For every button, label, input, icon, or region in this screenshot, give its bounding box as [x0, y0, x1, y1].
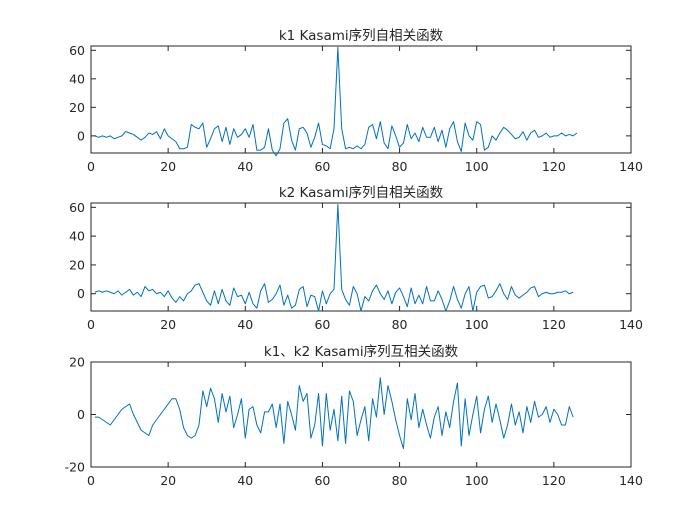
- y-tick-label: 0: [77, 286, 85, 301]
- x-tick-label: 80: [392, 317, 408, 332]
- x-tick-label: 120: [542, 317, 566, 332]
- subplot-2: 0 20 40 60 80 100 120 140 0 20 40 60 k2 Kasami序列自相关函…: [69, 185, 643, 332]
- y-tick-label: 60: [69, 43, 85, 58]
- axes-box: [90, 202, 632, 312]
- x-tick-label: 20: [160, 317, 176, 332]
- y-tick-label: 20: [69, 257, 85, 272]
- x-tick-label: 80: [392, 159, 408, 174]
- y-tick-label: -20: [65, 460, 85, 475]
- x-tick-label: 100: [465, 159, 489, 174]
- x-tick-label: 40: [237, 159, 253, 174]
- chart-title: k2 Kasami序列自相关函数: [279, 185, 444, 201]
- x-tick-label: 0: [87, 159, 95, 174]
- chart-title: k1 Kasami序列自相关函数: [279, 28, 444, 44]
- y-tick-label: 0: [77, 128, 85, 143]
- series-line: [94, 46, 578, 157]
- axes-box: [90, 45, 632, 154]
- x-tick-label: 60: [314, 317, 330, 332]
- chart-title: k1、k2 Kasami序列互相关函数: [264, 344, 459, 360]
- x-tick-label: 140: [619, 473, 643, 488]
- axes-box: [90, 361, 632, 468]
- x-tick-label: 60: [314, 159, 330, 174]
- x-tick-label: 140: [619, 159, 643, 174]
- x-tick-label: 40: [237, 317, 253, 332]
- x-tick-label: 80: [392, 473, 408, 488]
- series-line: [94, 203, 574, 312]
- x-tick-label: 120: [542, 159, 566, 174]
- y-tick-label: 40: [69, 229, 85, 244]
- x-tick-label: 40: [237, 473, 253, 488]
- x-tick-label: 0: [87, 473, 95, 488]
- series-line: [94, 377, 574, 450]
- x-tick-label: 0: [87, 317, 95, 332]
- y-tick-label: 20: [69, 100, 85, 115]
- x-tick-label: 60: [314, 473, 330, 488]
- y-tick-label: 60: [69, 200, 85, 215]
- x-tick-label: 20: [160, 159, 176, 174]
- x-tick-label: 100: [465, 317, 489, 332]
- x-tick-label: 20: [160, 473, 176, 488]
- x-tick-label: 100: [465, 473, 489, 488]
- x-tick-label: 140: [619, 317, 643, 332]
- y-tick-label: 40: [69, 71, 85, 86]
- subplot-1: 0 20 40 60 80 100 120 140 0 20 40 60 k1 Kasami序列自相关函…: [69, 28, 643, 174]
- y-tick-label: 0: [77, 407, 85, 422]
- x-tick-label: 120: [542, 473, 566, 488]
- y-tick-label: 20: [69, 355, 85, 370]
